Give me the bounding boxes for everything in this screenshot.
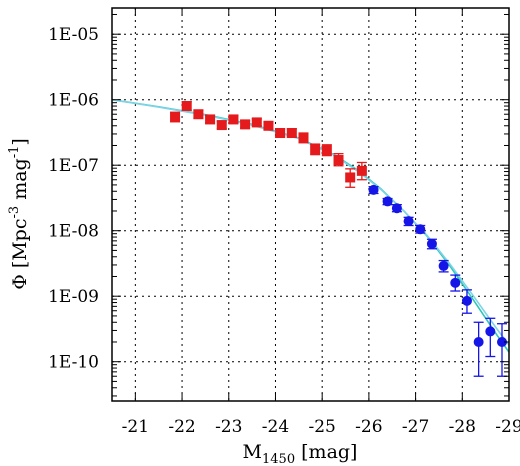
data-point-square bbox=[228, 114, 239, 125]
data-point-square bbox=[310, 144, 321, 155]
x-tick-label: -25 bbox=[308, 417, 335, 437]
data-points bbox=[170, 101, 507, 377]
data-point-circle bbox=[461, 295, 472, 306]
data-point-square bbox=[345, 172, 356, 183]
y-tick-label: 1E-09 bbox=[48, 287, 99, 307]
y-tick-label: 1E-08 bbox=[48, 222, 99, 242]
x-tick-label: -22 bbox=[168, 417, 195, 437]
y-tick-label: 1E-06 bbox=[48, 91, 99, 111]
axis-ticks: -21 -22 -23 -24 -25 -26 -27 -28 -29 1E-10 1E-09 1E-… bbox=[48, 8, 520, 437]
data-point-square bbox=[170, 111, 181, 122]
x-tick-label: -21 bbox=[122, 417, 149, 437]
x-tick-label: -29 bbox=[495, 417, 520, 437]
data-point-circle bbox=[415, 224, 426, 235]
data-point-circle bbox=[450, 277, 461, 288]
data-point-square bbox=[286, 128, 297, 139]
data-point-square bbox=[193, 109, 204, 120]
data-point-circle bbox=[368, 184, 379, 195]
data-point-circle bbox=[426, 238, 437, 249]
fit-line bbox=[111, 98, 510, 346]
data-point-square bbox=[216, 120, 227, 131]
data-point-circle bbox=[438, 260, 449, 271]
y-tick-label: 1E-07 bbox=[48, 156, 99, 176]
data-point-square bbox=[240, 119, 251, 130]
data-point-circle bbox=[473, 336, 484, 347]
y-tick-label: 1E-05 bbox=[48, 25, 99, 45]
y-axis-label: Φ [Mpc-3 mag-1] bbox=[7, 138, 31, 290]
data-point-square bbox=[298, 133, 309, 144]
data-point-square bbox=[356, 165, 367, 176]
data-point-square bbox=[321, 145, 332, 156]
data-point-circle bbox=[382, 196, 393, 207]
x-tick-label: -26 bbox=[355, 417, 382, 437]
data-point-circle bbox=[485, 326, 496, 337]
data-point-square bbox=[333, 155, 344, 166]
x-tick-label: -28 bbox=[449, 417, 476, 437]
data-point-square bbox=[275, 128, 286, 139]
data-point-circle bbox=[496, 336, 507, 347]
data-point-circle bbox=[403, 216, 414, 227]
y-tick-label: 1E-10 bbox=[48, 353, 99, 373]
x-tick-label: -27 bbox=[402, 417, 429, 437]
plot-frame bbox=[111, 7, 510, 402]
data-point-square bbox=[263, 120, 274, 131]
x-tick-label: -23 bbox=[215, 417, 242, 437]
fit-line bbox=[111, 98, 510, 353]
grid-lines bbox=[112, 8, 510, 401]
x-tick-label: -24 bbox=[262, 417, 289, 437]
data-point-square bbox=[251, 117, 262, 128]
data-point-square bbox=[181, 101, 192, 112]
fit-lines bbox=[111, 98, 510, 353]
data-point-square bbox=[205, 114, 216, 125]
data-point-circle bbox=[391, 203, 402, 214]
x-axis-label: M1450 [mag] bbox=[243, 441, 358, 466]
